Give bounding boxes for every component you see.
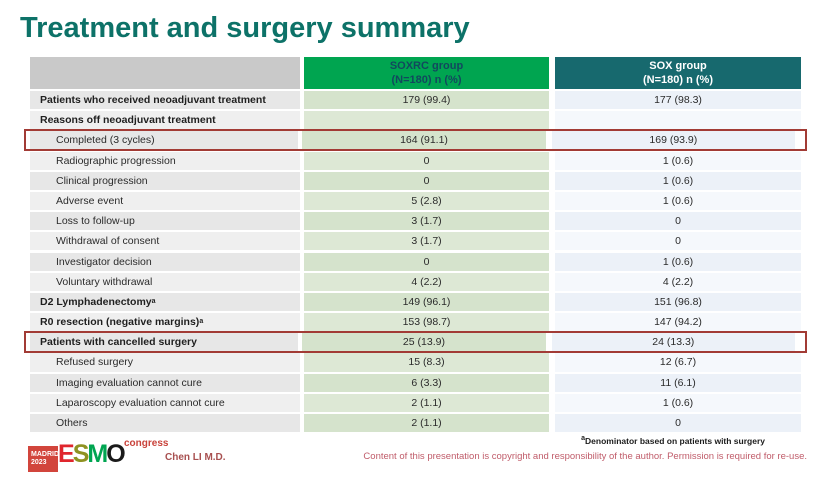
soxrc-value: 15 (8.3) <box>304 353 549 372</box>
header-sox-line2: (N=180) n (%) <box>643 74 713 86</box>
row-label: Voluntary withdrawal <box>30 272 300 291</box>
esmo-letter: E <box>58 440 75 468</box>
sox-value: 1 (0.6) <box>555 252 801 271</box>
soxrc-value: 0 <box>304 151 549 170</box>
sox-value: 1 (0.6) <box>555 171 801 190</box>
soxrc-value: 4 (2.2) <box>304 272 549 291</box>
row-label: R0 resection (negative margins) a <box>30 313 300 332</box>
row-label: Clinical progression <box>30 171 300 190</box>
row-label: Imaging evaluation cannot cure <box>30 373 300 392</box>
row-label: Adverse event <box>30 191 300 211</box>
footnote-text: Denominator based on patients with surge… <box>585 436 765 446</box>
soxrc-value: 25 (13.9) <box>302 333 546 352</box>
sox-value: 1 (0.6) <box>555 151 801 170</box>
header-sox-line1: SOX group <box>649 59 707 72</box>
sox-value: 24 (13.3) <box>551 333 795 352</box>
sox-value: 0 <box>555 212 801 231</box>
row-label: Radiographic progression <box>30 151 300 170</box>
author-name: Chen LI M.D. <box>165 452 226 463</box>
row-label: Laparoscopy evaluation cannot cure <box>30 393 300 412</box>
table-row: D2 Lymphadenectomy a 149 (96.1) 151 (96.8) <box>30 292 801 311</box>
header-sox-group: SOX group (N=180) n (%) <box>555 57 801 89</box>
soxrc-value: 3 (1.7) <box>304 232 549 251</box>
table-row: Patients with cancelled surgery 25 (13.9)… <box>24 331 807 354</box>
row-label: Patients with cancelled surgery <box>30 333 299 352</box>
table-rows: Patients who received neoadjuvant treatm… <box>24 91 807 433</box>
table-row: Imaging evaluation cannot cure 6 (3.3) 11 … <box>30 373 801 392</box>
soxrc-value: 6 (3.3) <box>304 373 549 392</box>
table-row: Loss to follow-up 3 (1.7) 0 <box>30 212 801 231</box>
sox-value: 177 (98.3) <box>555 91 801 110</box>
table-row: Clinical progression 0 1 (0.6) <box>30 171 801 190</box>
header-soxrc-group: SOXRC group (N=180) n (%) <box>304 57 549 89</box>
esmo-logo-letters: ESMO <box>58 440 126 469</box>
badge-city: MADRID <box>31 450 59 458</box>
soxrc-value: 2 (1.1) <box>304 393 549 412</box>
soxrc-value: 2 (1.1) <box>304 414 549 433</box>
madrid-2023-badge: MADRID 2023 <box>28 446 59 472</box>
row-label: Loss to follow-up <box>30 212 300 231</box>
sox-value: 1 (0.6) <box>555 191 801 211</box>
soxrc-value: 164 (91.1) <box>302 131 546 150</box>
table-row: Patients who received neoadjuvant treatm… <box>30 91 801 110</box>
table-row: Withdrawal of consent 3 (1.7) 0 <box>30 232 801 251</box>
table-row: Others 2 (1.1) 0 <box>30 414 801 433</box>
sox-value: 11 (6.1) <box>555 373 801 392</box>
header-empty-cell <box>30 57 300 89</box>
sox-value: 0 <box>555 232 801 251</box>
sox-value: 1 (0.6) <box>555 393 801 412</box>
esmo-letter: M <box>87 440 108 468</box>
row-label: Withdrawal of consent <box>30 232 300 251</box>
soxrc-value: 3 (1.7) <box>304 212 549 231</box>
sox-value: 4 (2.2) <box>555 272 801 291</box>
summary-table: SOXRC group (N=180) n (%) SOX group (N=1… <box>24 57 807 434</box>
row-label: Completed (3 cycles) <box>30 131 299 150</box>
table-row: Investigator decision 0 1 (0.6) <box>30 252 801 271</box>
congress-label: congress <box>124 438 169 449</box>
page-title: Treatment and surgery summary <box>20 12 470 44</box>
footnote: aDenominator based on patients with surg… <box>581 435 765 446</box>
table-row: Refused surgery 15 (8.3) 12 (6.7) <box>30 353 801 372</box>
soxrc-value: 0 <box>304 252 549 271</box>
table-row: Voluntary withdrawal 4 (2.2) 4 (2.2) <box>30 272 801 291</box>
table-row: Laparoscopy evaluation cannot cure 2 (1.1… <box>30 393 801 412</box>
sox-value: 0 <box>555 414 801 433</box>
soxrc-value: 179 (99.4) <box>304 91 549 110</box>
footnote-superscript: a <box>581 435 586 443</box>
header-soxrc-line2: (N=180) n (%) <box>391 74 462 86</box>
badge-year: 2023 <box>31 459 47 466</box>
sox-value: 169 (93.9) <box>551 131 795 150</box>
table-row: Reasons off neoadjuvant treatment <box>30 111 801 130</box>
table-row: Adverse event 5 (2.8) 1 (0.6) <box>30 191 801 211</box>
sox-value <box>555 111 801 130</box>
sox-value: 151 (96.8) <box>555 292 801 311</box>
row-label: Patients who received neoadjuvant treatm… <box>30 91 300 110</box>
esmo-congress-logo: MADRID 2023 ESMO congress <box>28 438 178 474</box>
soxrc-value <box>304 111 549 130</box>
table-row: R0 resection (negative margins) a 153 (98.… <box>30 313 801 332</box>
soxrc-value: 0 <box>304 171 549 190</box>
table-header-row: SOXRC group (N=180) n (%) SOX group (N=1… <box>30 57 801 89</box>
header-soxrc-line1: SOXRC group <box>389 59 464 72</box>
table-row: Completed (3 cycles) 164 (91.1) 169 (93.9) <box>24 129 807 152</box>
sox-value: 12 (6.7) <box>555 353 801 372</box>
row-label: Investigator decision <box>30 252 300 271</box>
soxrc-value: 5 (2.8) <box>304 191 549 211</box>
esmo-letter: O <box>106 440 126 468</box>
row-label: D2 Lymphadenectomy a <box>30 292 300 311</box>
table-row: Radiographic progression 0 1 (0.6) <box>30 151 801 170</box>
soxrc-value: 153 (98.7) <box>304 313 549 332</box>
row-label: Refused surgery <box>30 353 300 372</box>
soxrc-value: 149 (96.1) <box>304 292 549 311</box>
row-label: Others <box>30 414 300 433</box>
copyright-line: Content of this presentation is copyrigh… <box>363 451 807 462</box>
esmo-letter: S <box>72 440 90 468</box>
sox-value: 147 (94.2) <box>555 313 801 332</box>
row-label: Reasons off neoadjuvant treatment <box>30 111 300 130</box>
